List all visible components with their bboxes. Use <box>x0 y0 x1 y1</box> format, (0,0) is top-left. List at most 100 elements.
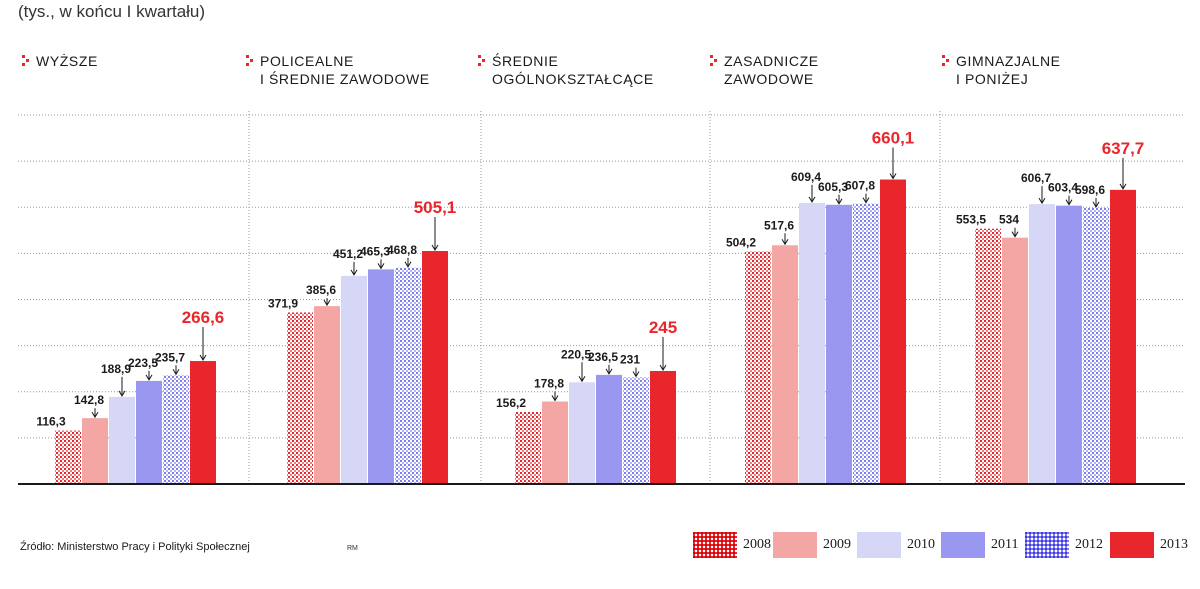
category-label: I PONIŻEJ <box>956 70 1028 87</box>
bar-2011 <box>368 269 394 484</box>
category-label: ŚREDNIE <box>492 52 558 69</box>
legend-label: 2008 <box>743 537 771 552</box>
leader-arrow <box>605 368 613 375</box>
bars <box>55 179 1136 485</box>
leader-arrow <box>350 269 358 276</box>
legend-label: 2011 <box>991 537 1019 552</box>
value-label: 245 <box>649 318 677 337</box>
category-marker-icon <box>710 55 717 66</box>
bar-2012 <box>853 203 879 484</box>
value-label: 605,3 <box>818 180 848 194</box>
legend-swatch <box>1110 532 1154 558</box>
category-label: POLICEALNE <box>260 53 354 69</box>
bar-2009 <box>542 401 568 484</box>
bar-2008 <box>287 312 313 484</box>
bar-2008 <box>515 411 541 484</box>
bar-2010 <box>109 396 135 484</box>
bar-2011 <box>596 374 622 484</box>
bar-2013 <box>190 361 216 484</box>
value-label: 468,8 <box>387 243 417 257</box>
bar-2013 <box>1110 189 1136 484</box>
value-label: 505,1 <box>414 198 457 217</box>
value-label: 606,7 <box>1021 171 1051 185</box>
category-marker-icon <box>478 55 485 66</box>
legend-swatch <box>857 532 901 558</box>
value-label: 142,8 <box>74 393 104 407</box>
author-initials: RM <box>347 545 358 552</box>
legend-swatch <box>1025 532 1069 558</box>
value-label: 116,3 <box>36 414 66 428</box>
value-label: 517,6 <box>764 218 794 232</box>
category-marker-icon <box>22 55 29 66</box>
group-separators <box>248 111 941 484</box>
legend-item-2008: 2008 <box>693 530 771 560</box>
leader-arrow <box>377 263 385 270</box>
value-label: 371,9 <box>268 296 298 310</box>
bar-2010 <box>341 275 367 484</box>
leader-arrow <box>118 390 126 397</box>
bar-2010 <box>569 382 595 484</box>
legend-label: 2010 <box>907 537 935 552</box>
legend-swatch <box>773 532 817 558</box>
value-label: 156,2 <box>496 396 526 410</box>
value-label: 223,5 <box>128 356 158 370</box>
leader-arrow <box>1038 197 1046 205</box>
bar-2010 <box>1029 204 1055 485</box>
value-label: 266,6 <box>182 308 225 327</box>
legend-item-2012: 2012 <box>1025 530 1103 560</box>
value-label: 504,2 <box>726 235 756 249</box>
category-label: GIMNAZJALNE <box>956 53 1061 69</box>
category-label: I ŚREDNIE ZAWODOWE <box>260 70 430 87</box>
category-label: ZAWODOWE <box>724 71 814 87</box>
leader-arrow <box>404 261 412 268</box>
category-label: OGÓLNOKSZTAŁCĄCE <box>492 71 654 87</box>
value-label: 607,8 <box>845 179 875 193</box>
leader-arrow <box>1092 201 1100 208</box>
leader-arrow <box>1011 231 1019 238</box>
value-label: 188,9 <box>101 362 131 376</box>
value-label: 451,2 <box>333 247 363 261</box>
bar-2012 <box>395 267 421 484</box>
legend-swatch <box>941 532 985 558</box>
value-label: 385,6 <box>306 283 336 297</box>
chart-subtitle: (tys., w końcu I kwartału) <box>18 2 206 21</box>
category-label: ZASADNICZE <box>724 53 819 69</box>
value-label: 220,5 <box>561 347 591 361</box>
bar-2009 <box>1002 237 1028 484</box>
bar-2008 <box>745 251 771 484</box>
bar-2013 <box>880 179 906 484</box>
source-note: Źródło: Ministerstwo Pracy i Polityki Sp… <box>20 541 250 553</box>
leader-arrow <box>659 364 667 371</box>
value-label: 465,3 <box>360 244 390 258</box>
leader-arrow <box>578 376 586 383</box>
legend-item-2013: 2013 <box>1110 530 1188 560</box>
value-label: 660,1 <box>872 129 915 148</box>
leader-arrow <box>781 238 789 246</box>
bar-2012 <box>1083 207 1109 484</box>
leader-arrow <box>172 369 180 376</box>
bar-2008 <box>975 228 1001 484</box>
value-label: 637,7 <box>1102 139 1145 158</box>
value-label: 235,7 <box>155 350 185 364</box>
category-marker-icon <box>246 55 253 66</box>
bar-2012 <box>163 375 189 484</box>
legend-item-2010: 2010 <box>857 530 935 560</box>
leader-arrow <box>145 374 153 381</box>
leader-arrow <box>632 371 640 378</box>
bar-2009 <box>772 245 798 484</box>
bar-2013 <box>422 251 448 484</box>
leader-arrow <box>551 395 559 402</box>
bar-2011 <box>826 204 852 485</box>
value-label: 609,4 <box>791 170 821 184</box>
value-label: 598,6 <box>1075 183 1105 197</box>
bar-2010 <box>799 202 825 484</box>
leader-arrow <box>1119 183 1127 190</box>
legend-label: 2013 <box>1160 537 1188 552</box>
legend-label: 2012 <box>1075 537 1103 552</box>
category-marker-icon <box>942 55 949 66</box>
legend-item-2009: 2009 <box>773 530 851 560</box>
value-label: 603,4 <box>1048 181 1078 195</box>
bar-2011 <box>1056 205 1082 484</box>
bar-2009 <box>314 306 340 484</box>
